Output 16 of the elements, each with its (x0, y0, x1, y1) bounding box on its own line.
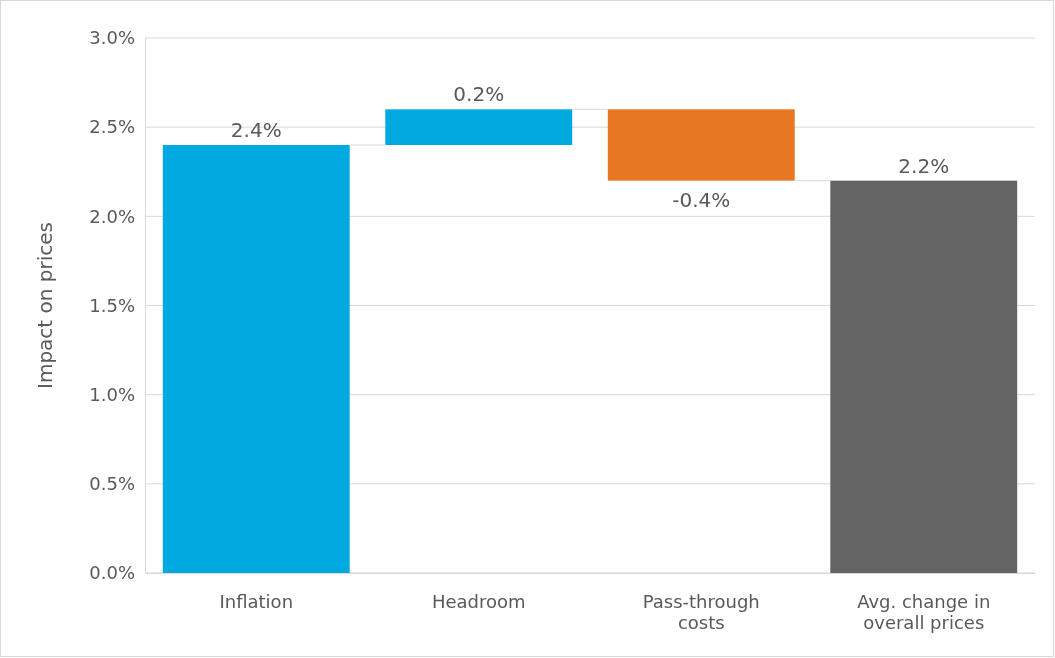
x-tick-label: Inflation (219, 590, 294, 612)
y-tick-label: 1.0% (89, 383, 135, 405)
x-tick-label: Pass-through costs (642, 590, 760, 634)
y-tick-label: 0.5% (89, 473, 135, 495)
y-tick-label: 1.5% (89, 294, 135, 316)
y-tick-label: 2.5% (89, 116, 135, 138)
y-tick-label: 2.0% (89, 205, 135, 227)
x-tick-label: Avg. change in overall prices (857, 590, 991, 634)
y-tick-label: 0.0% (89, 562, 135, 584)
y-axis-title: Impact on prices (33, 222, 57, 389)
data-label: 2.2% (898, 153, 950, 178)
y-tick-label: 3.0% (89, 27, 135, 49)
data-label: -0.4% (672, 187, 731, 212)
data-label: 2.4% (230, 118, 282, 142)
data-label: 0.2% (453, 82, 505, 107)
x-tick-label: Headroom (431, 590, 526, 612)
